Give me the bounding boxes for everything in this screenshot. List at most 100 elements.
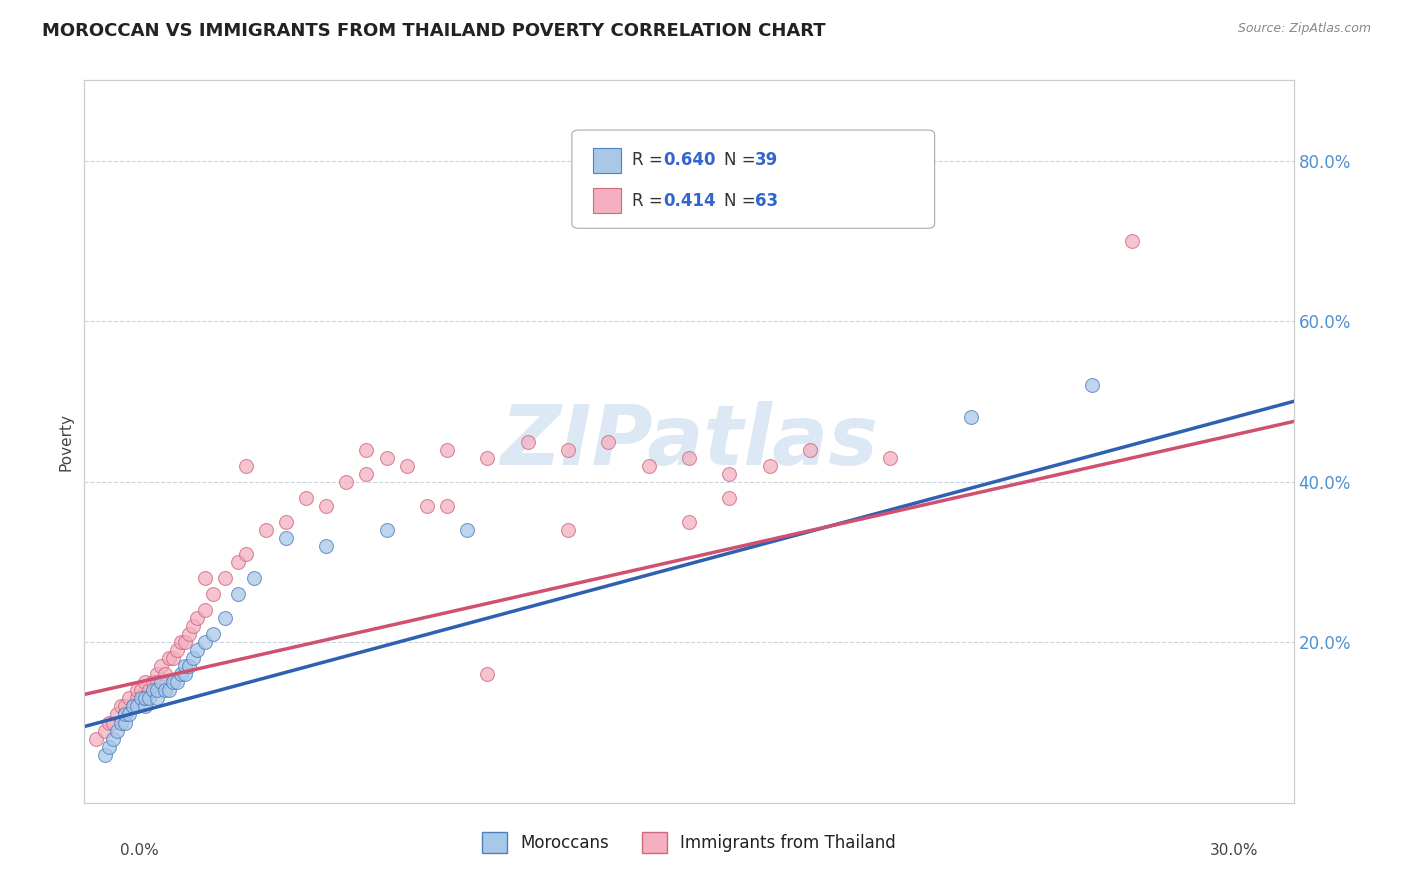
Point [179, 627, 201, 641]
Point [194, 603, 217, 617]
Point [118, 691, 141, 706]
Point [110, 699, 132, 714]
Point [637, 458, 659, 473]
Point [557, 442, 579, 457]
Point [242, 571, 264, 585]
Point [456, 523, 478, 537]
Point [395, 458, 418, 473]
Point [125, 683, 148, 698]
Point [557, 523, 579, 537]
Point [166, 643, 188, 657]
Point [718, 467, 741, 481]
Point [879, 450, 901, 465]
Point [315, 499, 337, 513]
Text: N =: N = [724, 192, 761, 210]
Point [125, 699, 148, 714]
Point [142, 675, 165, 690]
Text: N =: N = [724, 152, 761, 169]
Point [105, 723, 128, 738]
Point [153, 667, 176, 681]
Point [194, 571, 217, 585]
Text: Source: ZipAtlas.com: Source: ZipAtlas.com [1237, 22, 1371, 36]
Point [678, 450, 700, 465]
Point [274, 531, 297, 545]
Point [146, 675, 169, 690]
Point [335, 475, 357, 489]
Point [134, 699, 156, 714]
Point [477, 667, 499, 681]
Text: 39: 39 [755, 152, 778, 169]
Point [93, 747, 115, 762]
Point [97, 715, 120, 730]
Point [181, 651, 204, 665]
Point [174, 667, 197, 681]
Text: 63: 63 [755, 192, 778, 210]
Text: R =: R = [633, 152, 668, 169]
Point [214, 611, 236, 625]
Point [125, 691, 148, 706]
Point [105, 707, 128, 722]
Point [138, 683, 160, 698]
Point [93, 723, 115, 738]
Point [174, 659, 197, 673]
Point [142, 683, 165, 698]
Point [181, 619, 204, 633]
Y-axis label: Poverty: Poverty [58, 412, 73, 471]
Point [758, 458, 780, 473]
Point [114, 715, 136, 730]
Point [129, 683, 152, 698]
Point [186, 643, 208, 657]
Point [436, 499, 458, 513]
Point [162, 651, 184, 665]
Point [149, 675, 172, 690]
Text: MOROCCAN VS IMMIGRANTS FROM THAILAND POVERTY CORRELATION CHART: MOROCCAN VS IMMIGRANTS FROM THAILAND POV… [42, 22, 825, 40]
Point [516, 434, 538, 449]
Point [129, 691, 152, 706]
Point [86, 731, 108, 746]
Text: 0.0%: 0.0% [120, 843, 159, 858]
Point [375, 523, 398, 537]
Point [1121, 234, 1143, 248]
Point [153, 683, 176, 698]
Point [295, 491, 318, 505]
Point [274, 515, 297, 529]
Point [718, 491, 741, 505]
Text: ZIPatlas: ZIPatlas [501, 401, 877, 482]
Text: R =: R = [633, 192, 668, 210]
Point [226, 587, 249, 601]
Point [202, 627, 225, 641]
Point [146, 691, 169, 706]
Text: 0.640: 0.640 [664, 152, 716, 169]
Point [134, 675, 156, 690]
Point [118, 707, 141, 722]
Text: 0.414: 0.414 [664, 192, 716, 210]
Point [226, 555, 249, 569]
Point [214, 571, 236, 585]
Point [114, 699, 136, 714]
Legend: Moroccans, Immigrants from Thailand: Moroccans, Immigrants from Thailand [475, 826, 903, 860]
Point [416, 499, 439, 513]
Point [179, 659, 201, 673]
Point [202, 587, 225, 601]
Point [678, 515, 700, 529]
Point [146, 683, 169, 698]
Point [114, 707, 136, 722]
Point [174, 635, 197, 649]
Point [356, 442, 378, 457]
Point [375, 450, 398, 465]
Point [1081, 378, 1104, 392]
Point [166, 675, 188, 690]
Point [598, 434, 620, 449]
Point [121, 699, 143, 714]
Point [134, 691, 156, 706]
Point [960, 410, 983, 425]
Point [138, 691, 160, 706]
Point [235, 458, 257, 473]
Point [146, 667, 169, 681]
Point [114, 707, 136, 722]
Point [254, 523, 277, 537]
Point [149, 659, 172, 673]
Point [315, 539, 337, 553]
Point [157, 651, 180, 665]
Point [170, 635, 193, 649]
